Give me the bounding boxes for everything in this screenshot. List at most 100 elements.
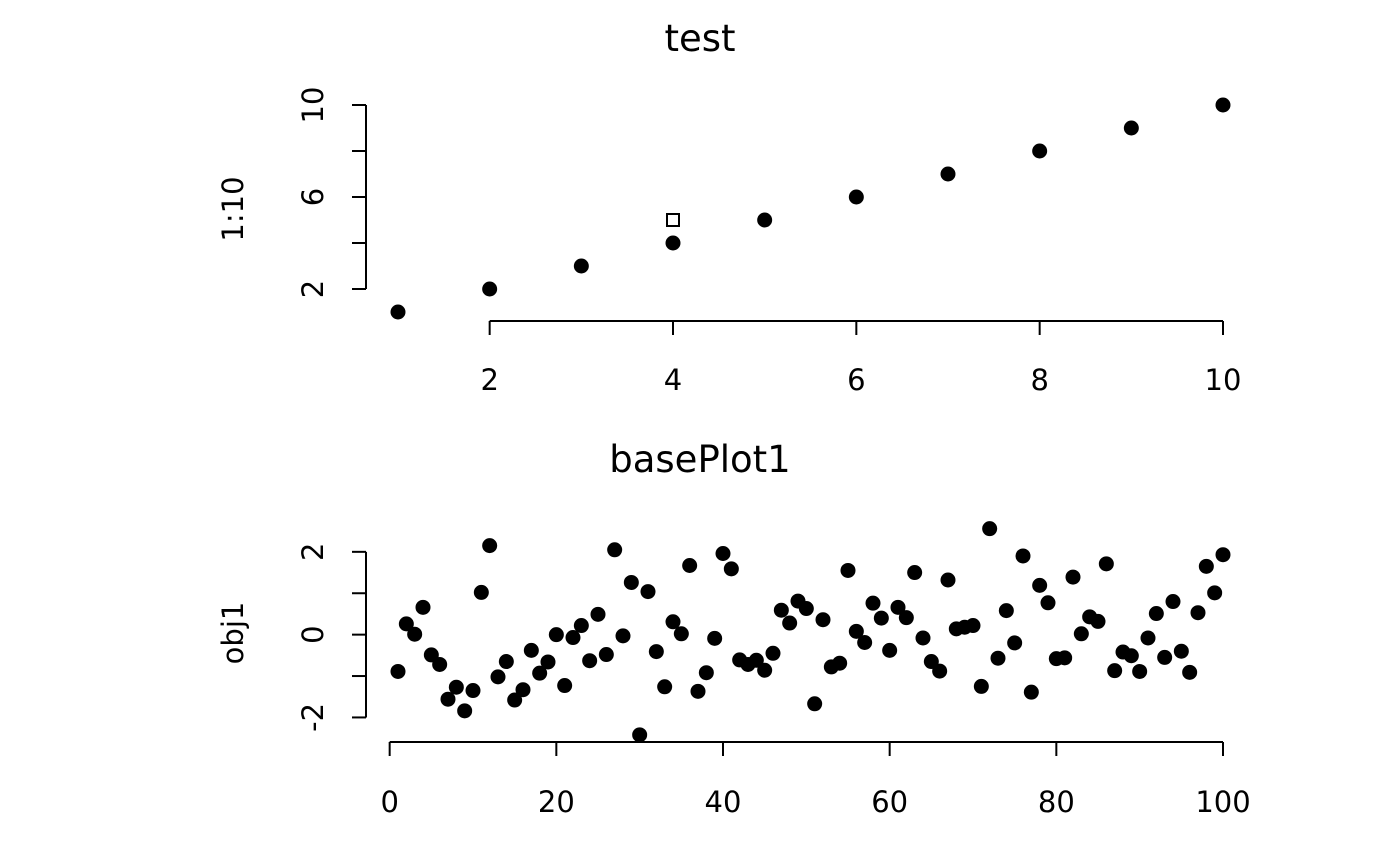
- data-point: [907, 565, 923, 581]
- x-tick-label: 0: [380, 785, 398, 819]
- x-tick-label: 4: [664, 363, 682, 397]
- data-point: [548, 627, 564, 643]
- data-point: [940, 166, 956, 182]
- data-point: [465, 683, 481, 699]
- data-point: [915, 630, 931, 646]
- y-axis-label: 1:10: [216, 176, 250, 241]
- data-point: [898, 610, 914, 626]
- x-tick-label: 6: [847, 363, 865, 397]
- data-point: [1007, 635, 1023, 651]
- x-tick-label: 2: [480, 363, 498, 397]
- data-point: [657, 679, 673, 695]
- data-point: [965, 618, 981, 634]
- data-point: [623, 574, 639, 590]
- data-point: [590, 606, 606, 622]
- data-point: [448, 679, 464, 695]
- data-point: [1057, 650, 1073, 666]
- data-point: [523, 642, 539, 658]
- data-point: [398, 616, 414, 632]
- y-tick-label: 0: [296, 625, 330, 643]
- data-point: [1190, 605, 1206, 621]
- data-point: [765, 645, 781, 661]
- data-point-square: [666, 213, 680, 227]
- data-point: [582, 653, 598, 669]
- data-point: [698, 665, 714, 681]
- data-point: [1207, 585, 1223, 601]
- data-point: [707, 630, 723, 646]
- y-axis: 2 6 10: [296, 87, 367, 298]
- data-point: [1090, 613, 1106, 629]
- data-point: [832, 655, 848, 671]
- data-point: [490, 669, 506, 685]
- data-point: [757, 662, 773, 678]
- data-point: [748, 652, 764, 668]
- data-point: [848, 189, 864, 205]
- data-point: [473, 584, 489, 600]
- data-point: [1098, 556, 1114, 572]
- data-point: [1165, 594, 1181, 610]
- chart-title: basePlot1: [609, 438, 790, 481]
- data-point: [1015, 548, 1031, 564]
- data-point: [565, 630, 581, 646]
- data-point: [648, 644, 664, 660]
- x-tick-label: 60: [871, 785, 908, 819]
- data-point: [682, 558, 698, 574]
- data-point: [1215, 97, 1231, 113]
- data-point: [1132, 663, 1148, 679]
- data-point: [457, 703, 473, 719]
- data-point: [1032, 577, 1048, 593]
- data-point: [940, 572, 956, 588]
- data-point: [432, 656, 448, 672]
- data-point: [615, 628, 631, 644]
- data-point: [715, 545, 731, 561]
- data-point: [1065, 569, 1081, 585]
- y-axis: -2 0 2: [296, 543, 367, 732]
- data-point: [848, 623, 864, 639]
- data-point: [415, 599, 431, 615]
- baseplot1-panel: basePlot1 obj1 0 20 40 60 80 100 -2 0 2: [216, 438, 1251, 819]
- data-point: [1198, 558, 1214, 574]
- y-tick-label: 6: [296, 188, 330, 206]
- data-point: [1157, 649, 1173, 665]
- x-tick-label: 20: [538, 785, 575, 819]
- data-point: [1040, 595, 1056, 611]
- data-point: [540, 654, 556, 670]
- data-point: [782, 615, 798, 631]
- data-point: [882, 642, 898, 658]
- data-point: [973, 678, 989, 694]
- data-point: [640, 584, 656, 600]
- y-tick-label: 2: [296, 280, 330, 298]
- data-point: [390, 304, 406, 320]
- data-point: [573, 618, 589, 634]
- data-point: [440, 691, 456, 707]
- data-point: [1140, 630, 1156, 646]
- data-point: [665, 614, 681, 630]
- data-point: [807, 696, 823, 712]
- data-point: [607, 542, 623, 558]
- y-tick-label: -2: [296, 703, 330, 732]
- data-point: [1032, 143, 1048, 159]
- y-tick-label: 10: [296, 87, 330, 124]
- data-point: [857, 635, 873, 651]
- x-tick-label: 100: [1195, 785, 1250, 819]
- data-point: [1023, 684, 1039, 700]
- data-point: [815, 612, 831, 628]
- data-point: [1148, 606, 1164, 622]
- data-point: [1123, 648, 1139, 664]
- x-tick-label: 80: [1038, 785, 1075, 819]
- data-point: [407, 626, 423, 642]
- data-point: [507, 692, 523, 708]
- data-point: [998, 603, 1014, 619]
- data-point: [665, 235, 681, 251]
- data-point: [723, 561, 739, 577]
- data-point: [757, 212, 773, 228]
- data-point: [515, 682, 531, 698]
- data-point: [673, 626, 689, 642]
- data-point: [390, 663, 406, 679]
- data-point: [890, 599, 906, 615]
- data-point: [498, 654, 514, 670]
- data-point: [773, 602, 789, 618]
- x-axis: 0 20 40 60 80 100: [380, 741, 1251, 819]
- data-point: [1173, 643, 1189, 659]
- data-point: [990, 650, 1006, 666]
